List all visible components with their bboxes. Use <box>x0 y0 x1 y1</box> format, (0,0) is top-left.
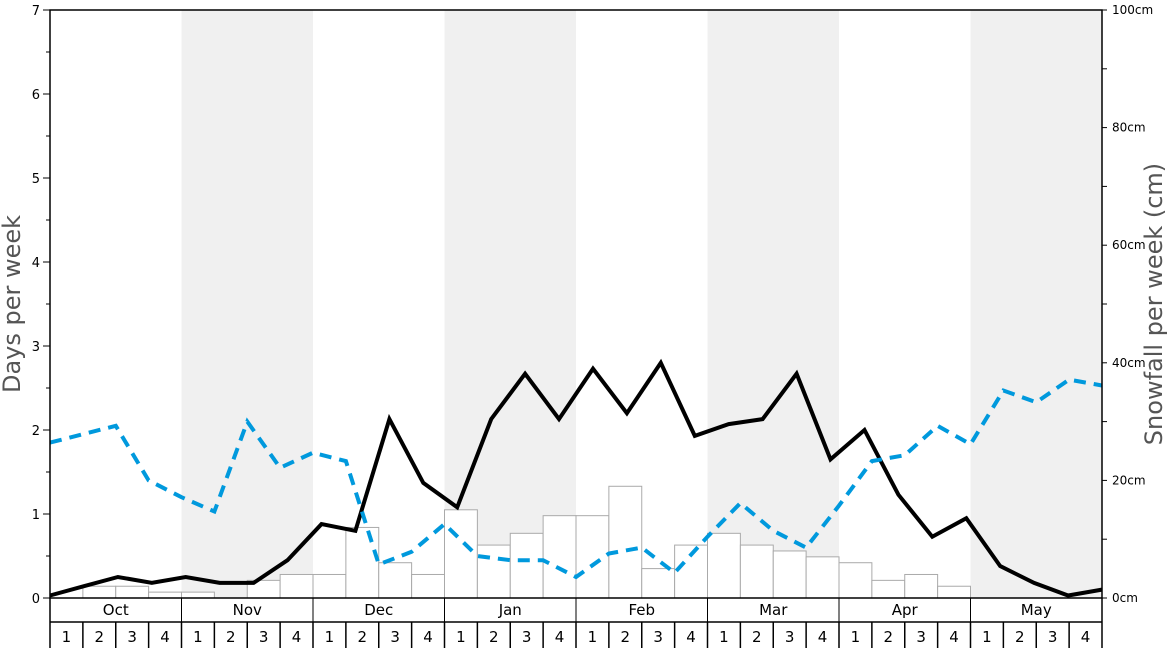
week-label: 2 <box>489 628 499 646</box>
snowfall-bar <box>115 585 150 599</box>
left-tick-label: 0 <box>32 592 40 607</box>
week-label: 2 <box>226 628 236 646</box>
week-label: 4 <box>292 628 302 646</box>
week-label: 3 <box>1048 628 1058 646</box>
week-label: 1 <box>456 628 466 646</box>
week-label: 4 <box>160 628 170 646</box>
month-label-mar: Mar <box>759 601 788 619</box>
left-tick-label: 3 <box>32 340 40 355</box>
left-tick-label: 7 <box>32 4 40 19</box>
week-label: 1 <box>982 628 992 646</box>
right-tick-label: 20cm <box>1112 473 1146 487</box>
left-tick-label: 4 <box>32 256 40 271</box>
snowfall-bar <box>937 585 971 599</box>
snowfall-bar <box>345 526 380 599</box>
left-axis: 0 1 2 3 4 5 6 7 <box>32 4 50 607</box>
snowfall-bar <box>739 544 774 599</box>
solid-line-series <box>49 358 1103 598</box>
week-label: 2 <box>95 628 105 646</box>
snowfall-bar <box>772 550 807 599</box>
week-label: 4 <box>818 628 828 646</box>
left-tick-label: 1 <box>32 508 40 523</box>
month-shade-jan <box>444 10 576 598</box>
month-label-dec: Dec <box>364 601 393 619</box>
snowfall-bar <box>608 485 643 599</box>
month-shade-may <box>970 10 1102 598</box>
week-label: 4 <box>949 628 959 646</box>
week-row: 1 2 3 4 1 2 3 4 1 2 3 4 1 2 3 4 1 2 3 4 1 2 3 4 1 2 3 4 1 2 3 4 <box>49 622 1103 648</box>
snowfall-bar <box>641 568 676 599</box>
week-label: 3 <box>653 628 663 646</box>
month-label-nov: Nov <box>233 601 262 619</box>
snowfall-bar <box>82 585 117 599</box>
snowfall-bar <box>476 544 511 599</box>
week-label: 3 <box>522 628 532 646</box>
week-label: 1 <box>193 628 203 646</box>
right-axis: 0cm 20cm 40cm 60cm 80cm 100cm <box>1102 3 1153 605</box>
month-shade-mar <box>707 10 839 598</box>
week-label: 2 <box>358 628 368 646</box>
right-tick-label: 40cm <box>1112 356 1146 370</box>
right-tick-label: 80cm <box>1112 121 1146 135</box>
month-shading-layer <box>181 10 1102 598</box>
week-label: 2 <box>752 628 762 646</box>
right-tick-label: 100cm <box>1112 3 1153 17</box>
snowfall-bar <box>805 556 840 599</box>
month-row: Oct Nov Dec Jan Feb Mar Apr May <box>49 598 1103 623</box>
week-label: 1 <box>588 628 598 646</box>
week-label: 3 <box>127 628 137 646</box>
snowfall-bar <box>838 562 873 599</box>
snowfall-bar <box>444 509 478 599</box>
right-tick-label: 0cm <box>1112 591 1138 605</box>
week-label: 4 <box>555 628 565 646</box>
week-label: 2 <box>621 628 631 646</box>
week-label: 4 <box>686 628 696 646</box>
snowfall-bar <box>575 515 610 599</box>
month-label-jan: Jan <box>498 601 522 619</box>
week-label: 3 <box>785 628 795 646</box>
left-axis-title: Days per week <box>0 215 26 393</box>
week-label: 4 <box>423 628 433 646</box>
month-label-feb: Feb <box>628 601 655 619</box>
week-label: 1 <box>62 628 72 646</box>
snowfall-bar <box>279 573 314 599</box>
snowfall-bar <box>707 532 741 599</box>
snowfall-bar <box>411 573 445 599</box>
snowfall-bar <box>509 532 544 599</box>
snowfall-bar <box>148 591 182 599</box>
dashed-line-series <box>49 377 1103 580</box>
snowfall-bar <box>312 573 347 599</box>
right-tick-label: 60cm <box>1112 238 1146 252</box>
lines-layer <box>49 358 1103 598</box>
month-label-may: May <box>1021 601 1052 619</box>
week-label: 3 <box>390 628 400 646</box>
week-label: 2 <box>884 628 894 646</box>
snowfall-bar <box>181 591 215 599</box>
snowfall-bar <box>904 573 939 599</box>
week-label: 4 <box>1081 628 1091 646</box>
month-label-oct: Oct <box>103 601 129 619</box>
snowfall-bar <box>378 562 413 599</box>
week-label: 1 <box>719 628 729 646</box>
snowfall-bar <box>871 579 906 599</box>
month-shade-nov <box>181 10 313 598</box>
month-label-apr: Apr <box>892 601 919 619</box>
right-axis-title: Snowfall per week (cm) <box>1140 163 1168 445</box>
snowfall-bars-layer <box>82 485 971 599</box>
left-tick-label: 2 <box>32 424 40 439</box>
week-label: 2 <box>1015 628 1025 646</box>
left-tick-label: 5 <box>32 172 40 187</box>
week-label: 3 <box>916 628 926 646</box>
left-tick-label: 6 <box>32 88 40 103</box>
week-label: 3 <box>259 628 269 646</box>
week-label: 1 <box>851 628 861 646</box>
snowfall-bar <box>542 515 577 599</box>
week-label: 1 <box>325 628 335 646</box>
